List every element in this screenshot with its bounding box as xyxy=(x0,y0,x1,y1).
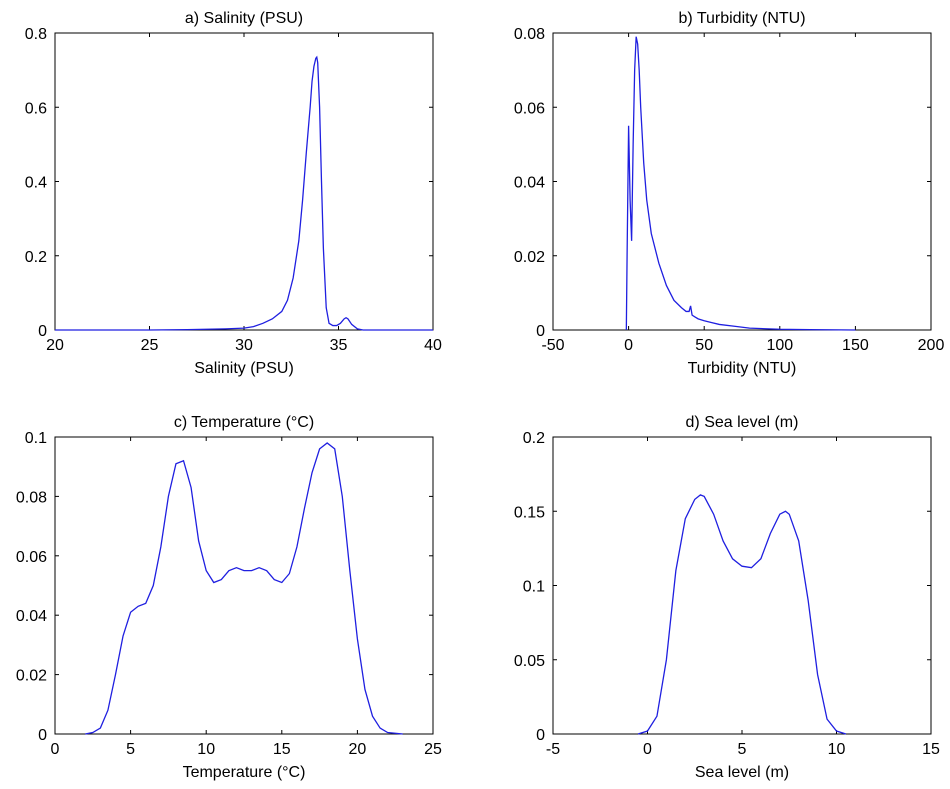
density-curve xyxy=(637,494,847,735)
x-axis-label: Salinity (PSU) xyxy=(194,360,294,377)
x-tick-label: 10 xyxy=(197,741,215,758)
y-tick-label: 0.02 xyxy=(514,249,545,266)
plot-frame xyxy=(552,436,932,735)
plot-frame xyxy=(54,32,434,331)
x-tick-label: 20 xyxy=(46,337,64,354)
y-tick-label: 0 xyxy=(536,727,545,744)
x-tick-label: 15 xyxy=(922,741,940,758)
y-tick-label: 0.02 xyxy=(16,668,47,685)
y-tick-label: 0.8 xyxy=(25,26,47,43)
y-tick-label: 0 xyxy=(536,323,545,340)
y-tick-label: 0 xyxy=(38,727,47,744)
y-tick-label: 0.04 xyxy=(16,608,47,625)
x-tick-label: 25 xyxy=(141,337,159,354)
y-tick-label: 0.4 xyxy=(25,175,47,192)
x-tick-label: 35 xyxy=(330,337,348,354)
x-tick-label: 40 xyxy=(424,337,442,354)
y-tick-label: 0.2 xyxy=(25,249,47,266)
density-curve xyxy=(55,55,433,331)
x-tick-label: -50 xyxy=(541,337,564,354)
chart-title: c) Temperature (°C) xyxy=(174,414,314,431)
y-tick-label: 0.6 xyxy=(25,100,47,117)
density-curve xyxy=(625,36,856,331)
y-tick-label: 0 xyxy=(38,323,47,340)
x-axis-label: Sea level (m) xyxy=(695,764,789,781)
x-tick-label: 5 xyxy=(738,741,747,758)
x-tick-label: 20 xyxy=(349,741,367,758)
y-tick-label: 0.06 xyxy=(514,100,545,117)
subplot-temperature: 0 5 10 15 20 25 0 0.02 0.04 0.06 0.08 0.1 c) Tempera… xyxy=(16,414,442,781)
x-tick-label: 50 xyxy=(695,337,713,354)
chart-title: d) Sea level (m) xyxy=(686,414,799,431)
density-curve xyxy=(85,442,403,735)
x-tick-label: 25 xyxy=(424,741,442,758)
x-tick-label: 0 xyxy=(624,337,633,354)
x-tick-label: 200 xyxy=(918,337,945,354)
x-tick-label: -5 xyxy=(546,741,560,758)
y-tick-label: 0.08 xyxy=(16,489,47,506)
y-tick-label: 0.1 xyxy=(523,579,545,596)
x-tick-label: 150 xyxy=(842,337,869,354)
y-tick-label: 0.08 xyxy=(514,26,545,43)
x-tick-label: 0 xyxy=(643,741,652,758)
plot-frame xyxy=(54,436,434,735)
x-tick-label: 5 xyxy=(126,741,135,758)
x-tick-label: 10 xyxy=(828,741,846,758)
y-tick-label: 0.2 xyxy=(523,430,545,447)
x-tick-label: 0 xyxy=(51,741,60,758)
x-axis-label: Temperature (°C) xyxy=(183,764,306,781)
plot-frame xyxy=(552,32,932,331)
y-tick-label: 0.05 xyxy=(514,653,545,670)
x-axis-label: Turbidity (NTU) xyxy=(688,360,797,377)
x-tick-label: 15 xyxy=(273,741,291,758)
y-tick-label: 0.1 xyxy=(25,430,47,447)
y-tick-label: 0.06 xyxy=(16,549,47,566)
subplot-salinity: 20 25 30 35 40 0 0.2 0.4 0.6 0.8 a) Salinity (PSU)… xyxy=(25,10,442,377)
chart-title: b) Turbidity (NTU) xyxy=(678,10,805,27)
x-tick-label: 30 xyxy=(235,337,253,354)
y-tick-label: 0.15 xyxy=(514,504,545,521)
x-tick-label: 100 xyxy=(766,337,793,354)
chart-title: a) Salinity (PSU) xyxy=(185,10,303,27)
y-tick-label: 0.04 xyxy=(514,175,545,192)
